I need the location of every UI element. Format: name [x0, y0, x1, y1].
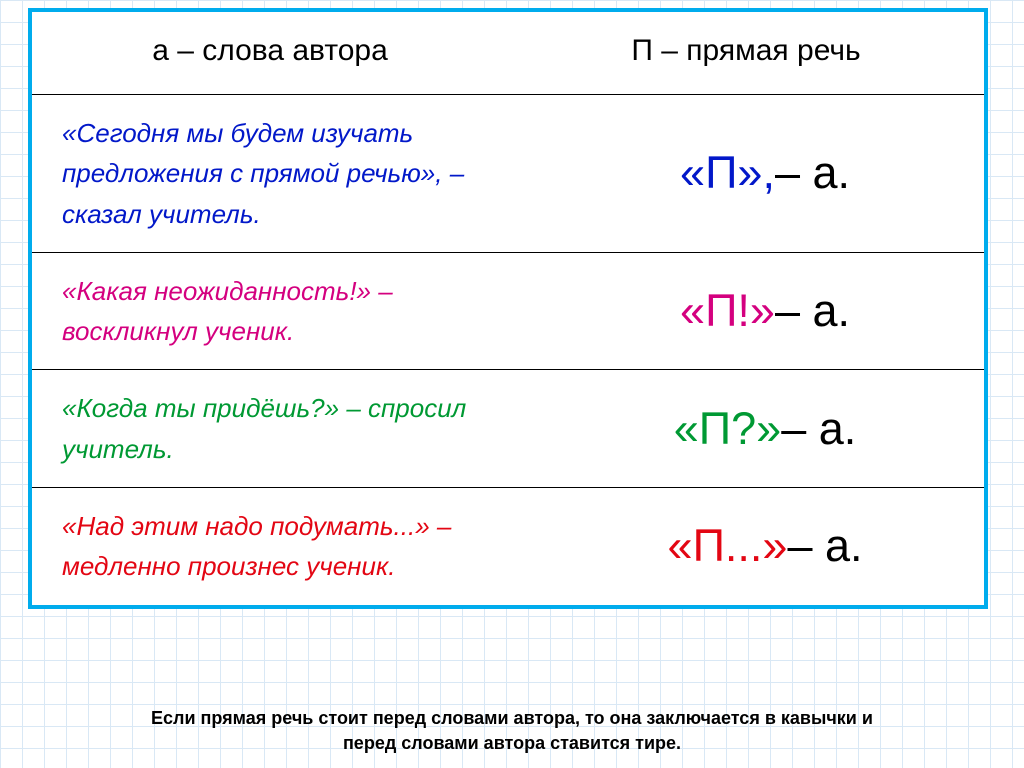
rule-row-4: «Над этим надо подумать...» – медленно п…	[32, 488, 984, 605]
formula-2-a: – а.	[775, 285, 850, 337]
example-3-quote: «Когда ты придёшь?»	[62, 393, 346, 423]
example-1-quote: «Сегодня мы будем изучать предложения с …	[62, 118, 450, 188]
formula-4-a: – а.	[787, 520, 862, 572]
formula-2-p: «П!»	[680, 285, 775, 337]
rule-row-2: «Какая неожиданность!» – воскликнул учен…	[32, 253, 984, 371]
footer-rule: Если прямая речь стоит перед словами авт…	[0, 706, 1024, 756]
header-row: а – слова автора П – прямая речь	[32, 12, 984, 95]
example-1: «Сегодня мы будем изучать предложения с …	[32, 95, 546, 252]
rule-row-3: «Когда ты придёшь?» – спросил учитель. «…	[32, 370, 984, 488]
formula-4-p: «П...»	[668, 520, 788, 572]
example-3: «Когда ты придёшь?» – спросил учитель.	[32, 370, 546, 487]
example-4: «Над этим надо подумать...» – медленно п…	[32, 488, 546, 605]
formula-2: «П!» – а.	[546, 253, 984, 370]
header-right: П – прямая речь	[508, 34, 984, 68]
footer-line-1: Если прямая речь стоит перед словами авт…	[151, 708, 873, 728]
formula-4: «П...» – а.	[546, 488, 984, 605]
example-2-quote: «Какая неожиданность!»	[62, 276, 378, 306]
rules-card: а – слова автора П – прямая речь «Сегодн…	[28, 8, 988, 609]
example-2: «Какая неожиданность!» – воскликнул учен…	[32, 253, 546, 370]
rule-row-1: «Сегодня мы будем изучать предложения с …	[32, 95, 984, 253]
formula-1: «П», – а.	[546, 95, 984, 252]
formula-3-p: «П?»	[674, 403, 781, 455]
formula-1-p: «П»,	[680, 147, 775, 199]
example-4-quote: «Над этим надо подумать...»	[62, 511, 437, 541]
formula-1-a: – а.	[775, 147, 850, 199]
formula-3-a: – а.	[781, 403, 856, 455]
header-left: а – слова автора	[32, 34, 508, 68]
footer-line-2: перед словами автора ставится тире.	[343, 733, 681, 753]
formula-3: «П?» – а.	[546, 370, 984, 487]
